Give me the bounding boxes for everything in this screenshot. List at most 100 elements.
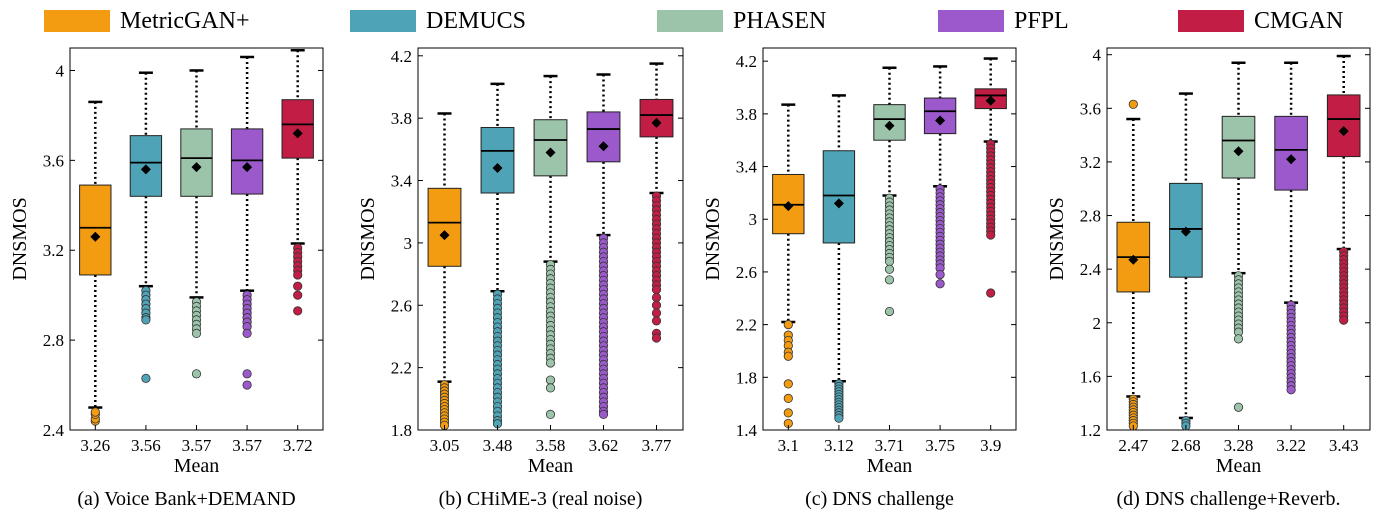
outlier-point	[986, 288, 996, 298]
legend-item-phasen: PHASEN	[657, 8, 826, 34]
y-tick-label: 3.8	[391, 109, 412, 128]
box-demucs	[129, 71, 163, 383]
box-iqr	[1169, 182, 1203, 278]
x-tick-label: 3.26	[80, 436, 110, 455]
box-pfpl	[230, 55, 264, 390]
outlier-point	[598, 409, 609, 420]
y-tick-label: 2.6	[736, 263, 757, 282]
box-iqr	[427, 187, 462, 267]
y-axis-label: DNSMOS	[1046, 197, 1068, 280]
box-cmgan	[1326, 54, 1361, 325]
outlier-point	[783, 351, 793, 361]
x-axis-label: Mean	[528, 455, 574, 477]
legend-label: PFPL	[1014, 7, 1069, 34]
outlier-point	[293, 306, 303, 316]
x-tick-label: 3.43	[1329, 436, 1359, 455]
mean-marker	[90, 231, 101, 242]
y-tick-label: 1.4	[736, 421, 758, 440]
outlier-point	[884, 275, 895, 285]
outlier-point	[545, 358, 556, 368]
box-metricgan	[79, 100, 112, 426]
legend-item-pfpl: PFPL	[938, 8, 1069, 34]
outlier-point	[651, 316, 662, 326]
box-iqr	[1326, 94, 1361, 158]
y-tick-label: 3.2	[43, 241, 64, 260]
box-metricgan	[1116, 99, 1151, 431]
outlier-point	[293, 281, 303, 291]
x-tick-label: 3.1	[778, 436, 799, 455]
x-tick-label: 3.28	[1224, 436, 1254, 455]
legend-label: DEMUCS	[426, 7, 527, 34]
x-tick-label: 3.62	[589, 436, 619, 455]
outlier-point	[651, 292, 662, 303]
box-iqr	[230, 128, 264, 195]
y-tick-label: 3.4	[391, 172, 413, 191]
x-tick-label: 3.57	[232, 436, 262, 455]
y-tick-label: 3.8	[736, 105, 757, 124]
y-tick-label: 2.4	[1080, 260, 1102, 279]
box-pfpl	[923, 65, 957, 289]
outlier-point	[884, 264, 895, 274]
box-phasen	[180, 69, 213, 379]
y-tick-label: 3	[404, 234, 413, 253]
mean-marker	[651, 117, 662, 128]
chart-panel: 1.8 2.2 2.6 3 3.4 3.8 4.2 DNSMOS 3.05 3.48 3.58 3.6…	[357, 47, 684, 510]
chart-panel: 1.2 1.6 2 2.4 2.8 3.2 3.6 4 DNSMOS 2.47 2.68 3.28 3.…	[1046, 46, 1371, 510]
y-tick-label: 1.8	[391, 421, 412, 440]
x-tick-label: 3.9	[980, 436, 1001, 455]
legend-swatch	[938, 10, 1004, 32]
outlier-point	[1233, 334, 1244, 344]
y-tick-label: 4.2	[736, 52, 757, 71]
mean-marker	[1286, 154, 1297, 165]
y-axis-label: DNSMOS	[702, 197, 724, 280]
y-tick-label: 1.8	[736, 368, 757, 387]
legend-label: MetricGAN+	[120, 7, 250, 34]
y-axis-label: DNSMOS	[357, 197, 379, 280]
outlier-point	[293, 290, 303, 300]
outlier-point	[783, 408, 793, 418]
legend: MetricGAN+ DEMUCS PHASEN PFPL CMGAN	[0, 0, 1379, 44]
x-tick-label: 3.48	[483, 436, 513, 455]
mean-marker	[598, 141, 609, 152]
y-tick-label: 2.8	[43, 331, 64, 350]
chart-panel: 2.4 2.8 3.2 3.6 4 DNSMOS 3.26 3.56 3.57 3.57 3.72 M…	[9, 47, 324, 510]
y-tick-label: 2.2	[391, 359, 412, 378]
mean-marker	[884, 120, 895, 131]
box-iqr	[1274, 115, 1308, 191]
y-tick-label: 2.6	[391, 296, 412, 315]
mean-marker	[1338, 126, 1349, 137]
outlier-point	[884, 256, 895, 266]
outlier-point	[651, 333, 662, 343]
x-tick-label: 3.22	[1276, 436, 1306, 455]
y-tick-label: 1.6	[1080, 367, 1101, 386]
chart-panel: 1.4 1.8 2.2 2.6 3 3.4 3.8 4.2 DNSMOS 3.1 3.12 3.71 3…	[702, 47, 1017, 510]
outlier-point	[90, 407, 100, 417]
box-phasen	[533, 74, 568, 420]
outlier-point	[834, 413, 844, 423]
box-metricgan	[772, 103, 805, 429]
y-tick-label: 4	[56, 61, 65, 80]
outlier-point	[191, 328, 202, 338]
mean-marker	[140, 164, 151, 175]
box-phasen	[873, 66, 906, 317]
box-pfpl	[1274, 61, 1308, 395]
box-phasen	[1221, 61, 1256, 412]
box-metricgan	[427, 112, 462, 430]
outlier-point	[545, 383, 556, 393]
outlier-point	[1128, 99, 1138, 109]
box-cmgan	[639, 62, 674, 343]
outlier-point	[986, 230, 996, 240]
box-pfpl	[586, 73, 621, 420]
outlier-point	[935, 279, 945, 289]
outlier-point	[651, 285, 662, 295]
y-tick-label: 3.4	[736, 158, 758, 177]
x-tick-label: 3.57	[182, 436, 212, 455]
panel-caption: (d) DNS challenge+Reverb.	[1117, 488, 1341, 510]
mean-marker	[191, 162, 202, 173]
outlier-point	[545, 375, 556, 385]
mean-marker	[935, 115, 946, 126]
y-tick-label: 3.6	[43, 151, 64, 170]
y-tick-label: 2	[1093, 314, 1102, 333]
panel-caption: (a) Voice Bank+DEMAND	[77, 488, 295, 510]
mean-marker	[1180, 226, 1191, 237]
